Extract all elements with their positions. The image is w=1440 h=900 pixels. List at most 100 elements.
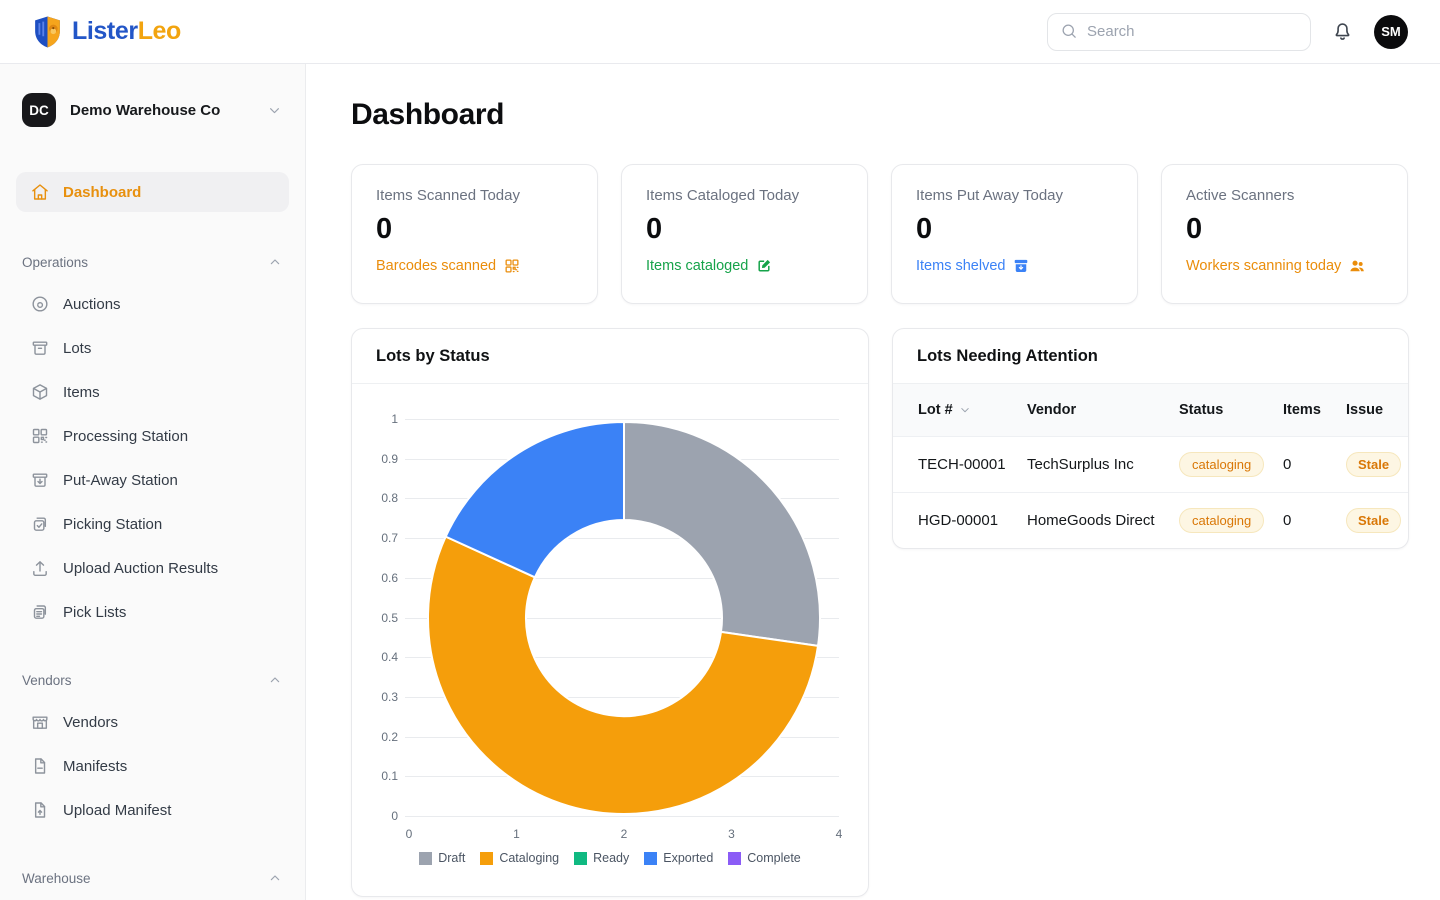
x-tick-label: 2	[620, 827, 628, 841]
upload-icon	[33, 561, 47, 577]
x-tick-label: 1	[513, 827, 520, 841]
section-header-warehouse[interactable]: Warehouse	[16, 868, 289, 888]
stat-card-items-put-away-today: Items Put Away Today 0 Items shelved	[891, 164, 1138, 304]
sidebar-item-label: Picking Station	[63, 515, 163, 533]
sidebar: DC Demo Warehouse Co Dashboard Operation…	[0, 64, 306, 900]
brand-logo[interactable]: ListerLeo	[32, 15, 181, 49]
stat-card-footer: Items cataloged	[646, 257, 843, 275]
box-down-icon	[32, 473, 48, 487]
sidebar-item-auctions[interactable]: Auctions	[16, 282, 289, 326]
avatar[interactable]: SM	[1374, 14, 1408, 49]
sidebar-item-label: Lots	[63, 339, 92, 357]
sidebar-item-label: Upload Auction Results	[63, 559, 219, 577]
legend-item-cataloging[interactable]: Cataloging	[480, 851, 559, 865]
chevron-up-icon	[270, 677, 280, 683]
y-tick-label: 1	[391, 412, 398, 426]
legend-item-draft[interactable]: Draft	[419, 851, 465, 865]
stat-card-items-cataloged-today: Items Cataloged Today 0 Items cataloged	[621, 164, 868, 304]
y-gridline	[405, 617, 839, 619]
legend-swatch	[644, 851, 658, 865]
col-header-lot[interactable]: Lot #	[918, 402, 1027, 418]
nav-section-warehouse: Warehouse	[16, 868, 289, 898]
table-header-row: Lot # Vendor Status Items Issue	[893, 384, 1408, 436]
chevron-up-icon	[270, 875, 280, 881]
sidebar-item-upload-manifest[interactable]: Upload Manifest	[16, 788, 289, 832]
sidebar-item-lots[interactable]: Lots	[16, 326, 289, 370]
y-tick-label: 0.5	[381, 610, 398, 625]
x-tick-label: 4	[835, 827, 843, 841]
stat-card-footer: Workers scanning today	[1186, 257, 1383, 275]
sidebar-item-label: Pick Lists	[63, 603, 127, 621]
sidebar-item-manifests[interactable]: Manifests	[16, 744, 289, 788]
chevron-down-icon	[960, 408, 969, 413]
sidebar-item-upload-auction-results[interactable]: Upload Auction Results	[16, 546, 289, 590]
stat-card-active-scanners: Active Scanners 0 Workers scanning today	[1161, 164, 1408, 304]
y-gridline	[405, 816, 839, 817]
y-tick-label: 0.9	[381, 451, 398, 466]
legend-item-exported[interactable]: Exported	[644, 851, 713, 865]
section-label: Warehouse	[22, 870, 91, 886]
section-header-operations[interactable]: Operations	[16, 252, 289, 272]
org-selector[interactable]: DC Demo Warehouse Co	[16, 90, 289, 130]
issue-badge: Stale	[1346, 508, 1402, 533]
stat-card-title: Items Cataloged Today	[646, 187, 800, 204]
donut-slice-exported[interactable]	[444, 421, 625, 579]
lots-by-status-panel: Lots by Status 1 0.9 0.8 0.7 0.6 0.5 0.4 0.3 0.2…	[351, 328, 869, 897]
cell-vendor: HomeGoods Direct	[1027, 512, 1155, 529]
org-badge: DC	[22, 93, 56, 127]
qr-icon	[32, 428, 48, 444]
y-tick-label: 0.8	[381, 491, 398, 506]
sidebar-item-label: Processing Station	[63, 427, 189, 445]
y-tick-label: 0.2	[381, 729, 398, 744]
table-row-hgd-00001[interactable]: HGD-00001 HomeGoods Direct cataloging 0 …	[893, 492, 1408, 548]
header-actions: SM	[1047, 12, 1408, 51]
col-header-status: Status	[1179, 402, 1224, 418]
y-gridline	[405, 696, 839, 698]
bell-icon	[1335, 23, 1350, 40]
table-panel-header: Lots Needing Attention	[893, 329, 1408, 384]
notifications-button[interactable]	[1331, 20, 1354, 43]
cube-icon	[32, 384, 48, 400]
chart-panel-title: Lots by Status	[376, 346, 490, 365]
donut-slice-draft[interactable]	[623, 421, 821, 647]
section-header-vendors[interactable]: Vendors	[16, 670, 289, 690]
status-badge: cataloging	[1179, 508, 1265, 533]
stat-card-title: Active Scanners	[1186, 187, 1295, 204]
legend-swatch	[728, 851, 742, 865]
chart-panel-header: Lots by Status	[352, 329, 868, 384]
sidebar-item-items[interactable]: Items	[16, 370, 289, 414]
page-title: Dashboard	[351, 98, 505, 131]
sidebar-item-label: Dashboard	[63, 183, 142, 201]
main-content: Dashboard Items Scanned Today 0 Barcodes…	[306, 64, 1440, 900]
table-row-tech-00001[interactable]: TECH-00001 TechSurplus Inc cataloging 0 …	[893, 436, 1408, 492]
sidebar-item-picking-station[interactable]: Picking Station	[16, 502, 289, 546]
section-label: Vendors	[22, 672, 72, 688]
sidebar-item-dashboard[interactable]: Dashboard	[16, 172, 289, 212]
y-tick-label: 0.7	[381, 531, 398, 546]
col-header-issue: Issue	[1346, 402, 1384, 418]
legend-item-ready[interactable]: Ready	[574, 851, 629, 865]
sidebar-item-processing-station[interactable]: Processing Station	[16, 414, 289, 458]
file-up-icon	[34, 802, 46, 818]
search-input[interactable]	[1087, 23, 1298, 40]
donut-slice-cataloging[interactable]	[427, 535, 819, 815]
col-header-vendor: Vendor	[1027, 402, 1077, 418]
cell-items: 0	[1283, 512, 1292, 529]
chevron-down-icon	[270, 107, 279, 113]
cell-lot: TECH-00001	[918, 456, 1006, 473]
home-icon	[32, 184, 48, 200]
sidebar-item-label: Vendors	[63, 713, 119, 731]
sidebar-item-label: Manifests	[63, 757, 128, 775]
sidebar-item-label: Items	[63, 383, 100, 401]
sidebar-item-pick-lists[interactable]: Pick Lists	[16, 590, 289, 634]
sidebar-item-put-away-station[interactable]: Put-Away Station	[16, 458, 289, 502]
table-body: TECH-00001 TechSurplus Inc cataloging 0 …	[893, 436, 1408, 548]
top-header: ListerLeo SM	[0, 0, 1440, 64]
cell-lot: HGD-00001	[918, 512, 999, 529]
chevron-up-icon	[270, 259, 280, 265]
sidebar-item-vendors[interactable]: Vendors	[16, 700, 289, 744]
legend-swatch	[574, 851, 588, 865]
brand-name-secondary: Leo	[137, 17, 182, 45]
sidebar-item-label: Put-Away Station	[63, 471, 178, 489]
legend-item-complete[interactable]: Complete	[728, 851, 801, 865]
